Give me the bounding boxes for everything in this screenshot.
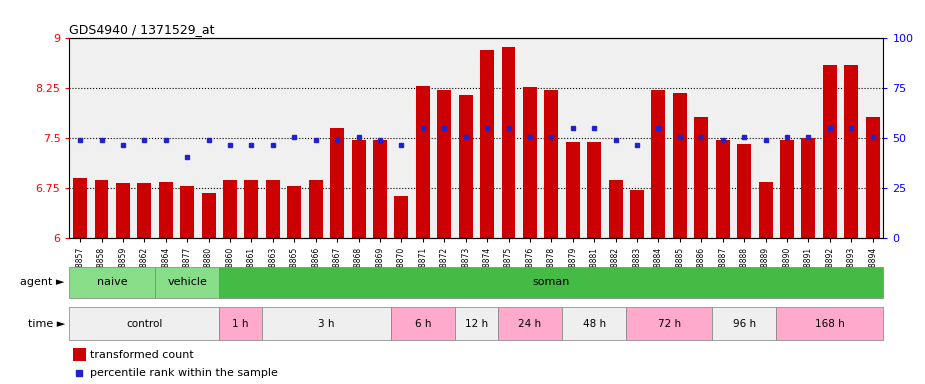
Bar [823,65,837,238]
Bar [587,142,601,238]
Bar [138,183,152,238]
Text: percentile rank within the sample: percentile rank within the sample [90,367,278,377]
Bar [651,90,665,238]
Bar [330,128,344,238]
Bar [73,178,87,238]
Bar [202,193,216,238]
Bar [866,117,880,238]
Bar [780,139,794,238]
Text: 24 h: 24 h [518,318,541,329]
Bar [69,267,155,298]
Bar [758,182,772,238]
Bar [262,307,390,340]
Bar [94,179,108,238]
Bar [73,348,86,361]
Bar [498,307,562,340]
Bar [737,144,751,238]
Bar [390,307,455,340]
Bar [159,182,173,238]
Text: naive: naive [97,277,128,287]
Text: time ►: time ► [28,318,65,329]
Bar [69,307,219,340]
Text: 96 h: 96 h [733,318,756,329]
Bar [845,65,858,238]
Bar [776,307,883,340]
Bar [244,180,258,238]
Bar [219,267,883,298]
Text: transformed count: transformed count [90,349,193,359]
Bar [116,183,130,238]
Bar [609,179,623,238]
Bar [695,117,709,238]
Bar [523,87,536,238]
Text: soman: soman [533,277,570,287]
Bar [501,47,515,238]
Text: 12 h: 12 h [464,318,488,329]
Text: 48 h: 48 h [583,318,606,329]
Bar [265,179,280,238]
Bar [416,86,430,238]
Bar [455,307,498,340]
Bar [352,140,365,238]
Bar [223,180,237,238]
Text: agent ►: agent ► [20,277,65,287]
Bar [545,90,559,238]
Bar [712,307,776,340]
Text: control: control [126,318,163,329]
Bar [716,140,730,238]
Bar [630,190,644,238]
Bar [801,138,815,238]
Bar [459,95,473,238]
Text: GDS4940 / 1371529_at: GDS4940 / 1371529_at [69,23,215,36]
Bar [155,267,219,298]
Text: 72 h: 72 h [658,318,681,329]
Text: 168 h: 168 h [815,318,845,329]
Bar [672,93,687,238]
Bar [219,307,262,340]
Bar [480,50,494,238]
Bar [309,179,323,238]
Text: 3 h: 3 h [318,318,335,329]
Text: 6 h: 6 h [414,318,431,329]
Bar [288,186,302,238]
Bar [626,307,712,340]
Bar [394,196,408,238]
Text: 1 h: 1 h [232,318,249,329]
Bar [566,142,580,238]
Text: vehicle: vehicle [167,277,207,287]
Bar [562,307,626,340]
Bar [438,90,451,238]
Bar [180,186,194,238]
Bar [373,140,387,238]
